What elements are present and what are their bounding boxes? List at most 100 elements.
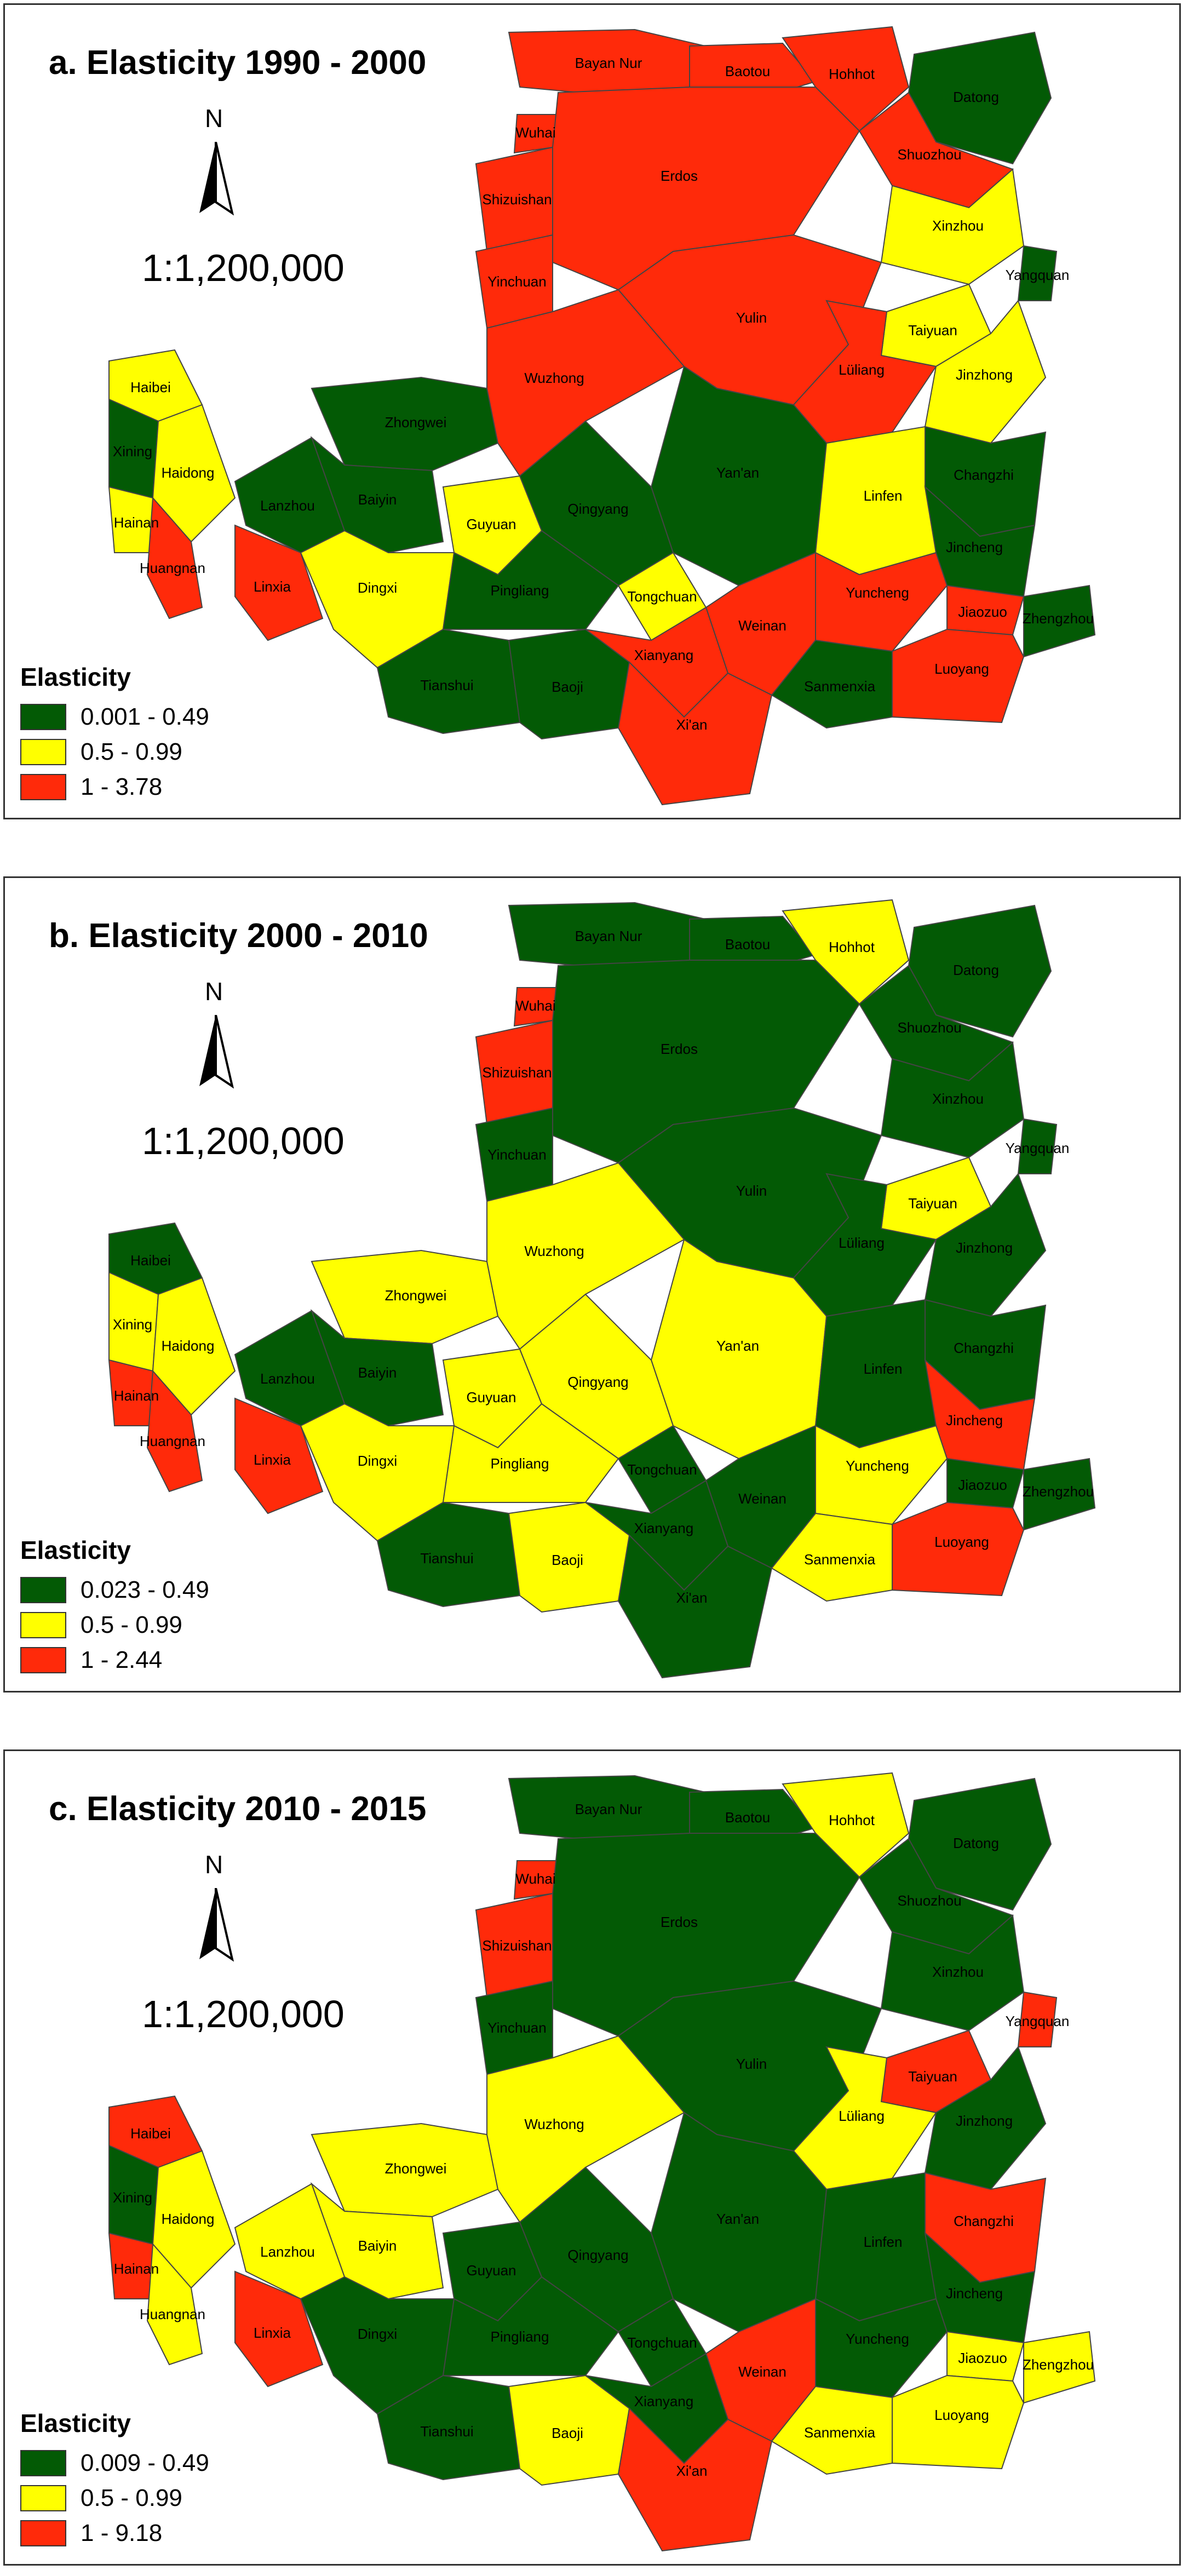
legend-title: Elasticity	[20, 1536, 131, 1564]
region-label-yinchuan: Yinchuan	[487, 273, 546, 290]
region-label-baiyin: Baiyin	[358, 2237, 397, 2254]
region-label-zhongwei: Zhongwei	[385, 2160, 447, 2177]
region-label-shuozhou: Shuozhou	[897, 1019, 961, 1036]
region-label-baotou: Baotou	[725, 1809, 770, 1826]
region-label-shizuishan: Shizuishan	[482, 1064, 552, 1081]
region-label-jiaozuo: Jiaozuo	[958, 604, 1007, 620]
region-label-shizuishan: Shizuishan	[482, 191, 552, 208]
region-label-haidong: Haidong	[162, 1338, 215, 1354]
region-label-jincheng: Jincheng	[946, 1412, 1003, 1428]
region-label-jincheng: Jincheng	[946, 539, 1003, 555]
region-label-baoji: Baoji	[552, 2425, 583, 2441]
legend-label-high: 1 - 9.18	[81, 2520, 163, 2546]
region-label-hohhot: Hohhot	[829, 939, 875, 955]
region-label-baiyin: Baiyin	[358, 1364, 397, 1381]
region-label-xianyang: Xianyang	[634, 647, 693, 663]
region-label-jinzhong: Jinzhong	[956, 2113, 1013, 2129]
region-haidong	[152, 2150, 236, 2289]
legend-swatch-low	[20, 1577, 66, 1603]
region-label-wuzhong: Wuzhong	[524, 1243, 584, 1259]
region-hohhot	[782, 26, 910, 132]
region-label-luoyang: Luoyang	[934, 1534, 989, 1550]
region-pingliang	[442, 1403, 619, 1503]
region-huangnan	[146, 1369, 203, 1493]
region-xi-an	[617, 2407, 773, 2552]
region-label-huangnan: Huangnan	[140, 2306, 205, 2322]
region-label-wuhai: Wuhai	[515, 1871, 555, 1887]
region-label-dingxi: Dingxi	[358, 580, 397, 596]
region-label-yan-an: Yan'an	[716, 2211, 759, 2227]
region-xi-an	[617, 661, 773, 806]
region-zhengzhou	[1023, 584, 1096, 658]
region-label-hohhot: Hohhot	[829, 66, 875, 82]
scale-label: 1:1,200,000	[142, 1120, 345, 1162]
region-label-wuzhong: Wuzhong	[524, 2116, 584, 2132]
region-label-pingliang: Pingliang	[491, 1455, 549, 1472]
region-label-xinzhou: Xinzhou	[932, 1091, 984, 1107]
north-label: N	[205, 1850, 223, 1879]
choropleth-map: Bayan Nur Baotou Hohhot Datong Shuozhou Wuhai…	[108, 899, 1096, 1679]
north-label: N	[205, 104, 223, 133]
legend: Elasticity 0.001 - 0.49 0.5 - 0.99 1 - 3…	[20, 662, 209, 805]
north-arrow-icon	[199, 1015, 234, 1089]
region-label-hainan: Hainan	[114, 2261, 159, 2277]
region-label-xi-an: Xi'an	[676, 2463, 707, 2479]
region-label-sanmenxia: Sanmenxia	[804, 2424, 876, 2441]
region-label-xianyang: Xianyang	[634, 1520, 693, 1536]
region-label-haibei: Haibei	[130, 1252, 171, 1269]
region-label-wuzhong: Wuzhong	[524, 370, 584, 386]
region-label-yuncheng: Yuncheng	[846, 584, 909, 601]
region-label-yulin: Yulin	[736, 309, 767, 326]
region-label-jinzhong: Jinzhong	[956, 366, 1013, 383]
legend-row-high: 1 - 3.78	[20, 770, 209, 805]
region-label-l-liang: Lüliang	[839, 362, 885, 378]
region-label-yinchuan: Yinchuan	[487, 1146, 546, 1163]
legend: Elasticity 0.023 - 0.49 0.5 - 0.99 1 - 2…	[20, 1535, 209, 1678]
legend-row-mid: 0.5 - 0.99	[20, 2481, 209, 2516]
region-label-baoji: Baoji	[552, 679, 583, 695]
region-label-xi-an: Xi'an	[676, 1590, 707, 1606]
region-label-huangnan: Huangnan	[140, 1433, 205, 1449]
region-label-tianshui: Tianshui	[420, 1550, 473, 1567]
region-label-linxia: Linxia	[254, 578, 291, 595]
region-zhengzhou	[1023, 2331, 1096, 2404]
region-label-wuhai: Wuhai	[515, 997, 555, 1014]
region-label-dingxi: Dingxi	[358, 2326, 397, 2342]
region-label-tongchuan: Tongchuan	[627, 2334, 697, 2351]
region-zhengzhou	[1023, 1458, 1096, 1531]
region-label-weinan: Weinan	[738, 1490, 787, 1507]
region-label-yangquan: Yangquan	[1006, 267, 1070, 283]
legend-row-high: 1 - 2.44	[20, 1643, 209, 1678]
region-luoyang	[892, 1501, 1025, 1597]
region-xi-an	[617, 1534, 773, 1679]
region-label-shuozhou: Shuozhou	[897, 1892, 961, 1909]
legend-swatch-low	[20, 704, 66, 730]
region-label-lanzhou: Lanzhou	[260, 2244, 315, 2260]
region-label-weinan: Weinan	[738, 2363, 787, 2380]
legend-swatch-mid	[20, 739, 66, 765]
region-label-qingyang: Qingyang	[567, 501, 628, 517]
map-panel-a: Bayan Nur Baotou Hohhot Datong Shuozhou Wuhai…	[3, 3, 1181, 819]
region-haidong	[152, 1277, 236, 1416]
region-label-baoji: Baoji	[552, 1552, 583, 1568]
region-label-xining: Xining	[113, 1316, 152, 1333]
legend-title: Elasticity	[20, 2409, 131, 2437]
region-label-jiaozuo: Jiaozuo	[958, 1477, 1007, 1493]
legend: Elasticity 0.009 - 0.49 0.5 - 0.99 1 - 9…	[20, 2408, 209, 2551]
region-label-yan-an: Yan'an	[716, 464, 759, 481]
region-label-taiyuan: Taiyuan	[908, 1195, 957, 1212]
region-label-xinzhou: Xinzhou	[932, 1964, 984, 1980]
region-label-jincheng: Jincheng	[946, 2285, 1003, 2302]
region-label-changzhi: Changzhi	[954, 1340, 1014, 1356]
region-label-taiyuan: Taiyuan	[908, 322, 957, 339]
region-label-guyuan: Guyuan	[466, 516, 516, 532]
region-label-changzhi: Changzhi	[954, 467, 1014, 483]
region-label-jiaozuo: Jiaozuo	[958, 2350, 1007, 2366]
legend-label-mid: 0.5 - 0.99	[81, 738, 182, 765]
region-label-l-liang: Lüliang	[839, 1235, 885, 1251]
region-label-haibei: Haibei	[130, 2125, 171, 2142]
region-label-yulin: Yulin	[736, 2056, 767, 2072]
region-label-linfen: Linfen	[864, 2234, 903, 2250]
region-label-xianyang: Xianyang	[634, 2393, 693, 2409]
region-label-zhengzhou: Zhengzhou	[1023, 610, 1094, 627]
